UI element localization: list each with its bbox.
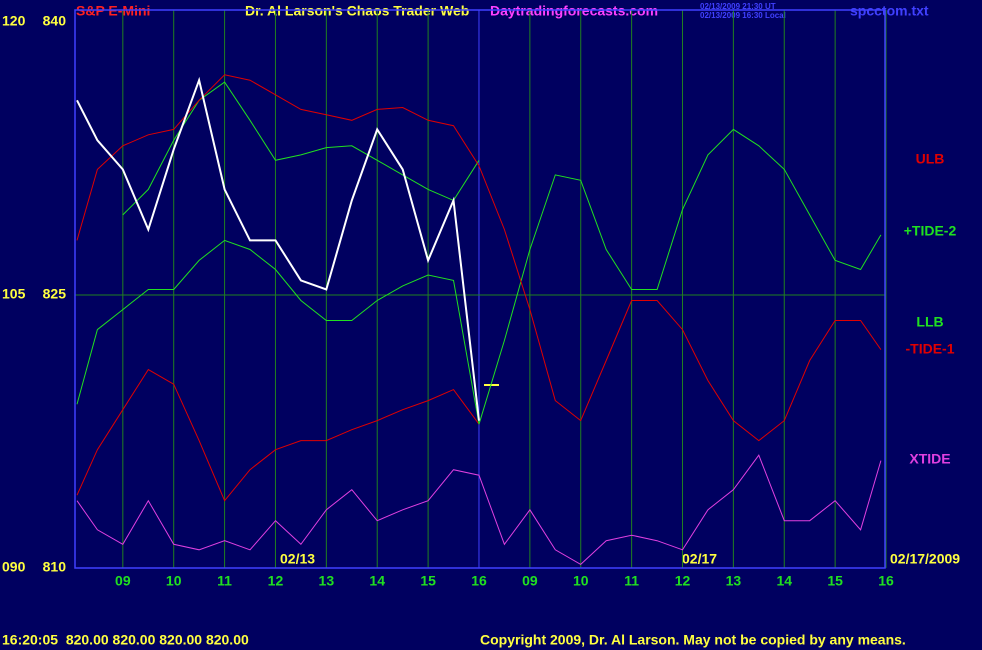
x-tick-label: 09: [522, 573, 538, 589]
x-tick-label: 12: [675, 573, 691, 589]
y-tick-label: 840: [43, 13, 67, 29]
series-line: [76, 368, 480, 502]
plot-border: [74, 9, 886, 569]
series-line: [76, 128, 882, 425]
date-label: 02/17: [682, 551, 717, 567]
timestamp: 02/13/2009 21:30 UT: [700, 2, 776, 11]
y-tick-label: 825: [43, 286, 67, 302]
y2-tick-label: 120: [2, 13, 26, 29]
x-tick-label: 13: [319, 573, 335, 589]
x-tick-label: 09: [115, 573, 131, 589]
file-name: spcctom.txt: [850, 3, 929, 19]
legend-entry: LLB: [916, 314, 943, 330]
status: 16:20:05 820.00 820.00 820.00 820.00: [2, 632, 249, 648]
legend-entry: -TIDE-1: [906, 341, 955, 357]
date-label: 02/17/2009: [890, 551, 960, 567]
y2-tick-label: 090: [2, 559, 26, 575]
y2-tick-label: 105: [2, 286, 26, 302]
date-label: 02/13: [280, 551, 315, 567]
copyright: Copyright 2009, Dr. Al Larson. May not b…: [480, 632, 906, 648]
y-tick-label: 810: [43, 559, 67, 575]
x-tick-label: 16: [471, 573, 487, 589]
x-tick-label: 13: [726, 573, 742, 589]
x-tick-label: 10: [573, 573, 589, 589]
x-tick-label: 15: [420, 573, 436, 589]
x-tick-label: 10: [166, 573, 182, 589]
series-line: [76, 76, 480, 421]
x-tick-label: 12: [268, 573, 284, 589]
legend-entry: +TIDE-2: [904, 223, 957, 239]
legend-entry: XTIDE: [909, 451, 950, 467]
series-line: [76, 74, 882, 442]
legend-entry: ULB: [916, 151, 945, 167]
x-tick-label: 11: [624, 573, 639, 589]
x-tick-label: 16: [878, 573, 894, 589]
timestamp: 02/13/2009 16:30 Local: [700, 11, 786, 20]
x-tick-label: 14: [776, 573, 792, 589]
x-tick-label: 14: [369, 573, 385, 589]
x-tick-label: 15: [827, 573, 843, 589]
series-line: [76, 454, 882, 566]
x-tick-label: 11: [217, 573, 232, 589]
